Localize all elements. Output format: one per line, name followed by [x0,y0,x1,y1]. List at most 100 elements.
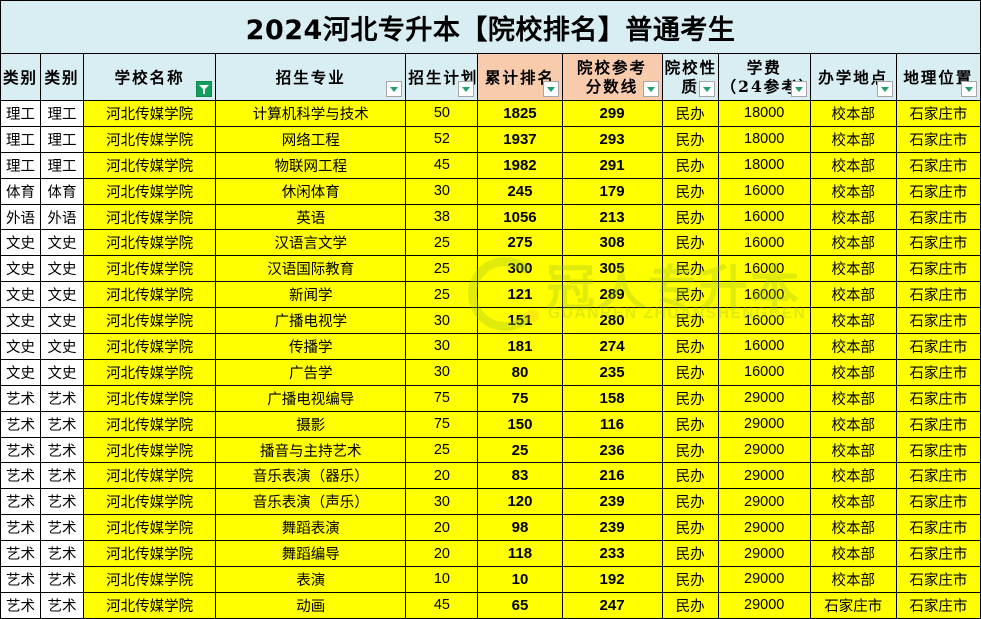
table-row: 文史 文史 河北传媒学院 汉语言文学 25 275 308 民办 16000 校本部 石家庄市 [0,229,981,257]
cell-place: 校本部 [809,488,897,516]
chevron-down-icon[interactable] [961,81,977,97]
cell-score: 289 [561,281,663,309]
cell-geo: 石家庄市 [895,488,981,516]
cell-major: 英语 [215,203,407,231]
cell-geo: 石家庄市 [895,151,981,179]
table-header: 类别 类别 学校名称 招生专业 招生计划 累计排名 [0,53,981,101]
cell-place: 校本部 [809,384,897,412]
cell-geo: 石家庄市 [895,255,981,283]
chevron-down-icon[interactable] [790,81,807,97]
cell-geo: 石家庄市 [895,358,981,386]
cell-fee: 16000 [717,307,811,335]
table-row: 文史 文史 河北传媒学院 汉语国际教育 25 300 305 民办 16000 校本部 石家庄市 [0,255,981,283]
chevron-down-icon[interactable] [542,81,559,97]
chevron-down-icon[interactable] [876,81,893,97]
cell-major: 舞蹈表演 [215,514,407,542]
cell-place: 石家庄市 [809,591,897,619]
cell-category2: 理工 [40,100,85,127]
cell-category2: 外语 [40,203,85,231]
column-header-rank: 累计排名 [477,53,563,101]
column-header-geo: 地理位置 [895,53,981,101]
chevron-down-icon[interactable] [698,81,715,97]
cell-nature: 民办 [661,151,719,179]
column-header-label-line2: 分数线 [585,77,639,96]
cell-fee: 29000 [717,384,811,412]
table-row: 文史 文史 河北传媒学院 新闻学 25 121 289 民办 16000 校本部 石家庄市 [0,281,981,309]
cell-school: 河北传媒学院 [83,307,217,335]
cell-place: 校本部 [809,100,897,127]
cell-plan: 25 [405,255,479,283]
table-row: 文史 文史 河北传媒学院 传播学 30 181 274 民办 16000 校本部 石家庄市 [0,333,981,360]
cell-rank: 121 [477,281,563,309]
cell-major: 动画 [215,591,407,619]
cell-nature: 民办 [661,488,719,516]
cell-geo: 石家庄市 [895,100,981,127]
rankings-table: 类别 类别 学校名称 招生专业 招生计划 累计排名 [0,53,981,619]
table-row: 外语 外语 河北传媒学院 英语 38 1056 213 民办 16000 校本部 石家庄市 [0,203,981,231]
cell-nature: 民办 [661,307,719,335]
cell-major: 网络工程 [215,125,407,153]
cell-major: 摄影 [215,410,407,438]
cell-rank: 1825 [477,100,563,127]
column-header-label: 学校名称 [114,67,185,87]
cell-rank: 300 [477,255,563,283]
chevron-down-icon[interactable] [458,81,475,97]
cell-category2: 文史 [40,307,85,335]
cell-school: 河北传媒学院 [83,229,217,257]
cell-category2: 艺术 [40,488,85,516]
cell-category2: 艺术 [40,462,85,490]
chevron-down-icon[interactable] [386,81,403,97]
cell-score: 274 [561,333,663,360]
cell-school: 河北传媒学院 [83,514,217,542]
cell-rank: 120 [477,488,563,516]
cell-rank: 151 [477,307,563,335]
cell-place: 校本部 [809,307,897,335]
cell-nature: 民办 [661,333,719,360]
cell-school: 河北传媒学院 [83,358,217,386]
column-header-label: 类别 [3,67,39,87]
cell-score: 235 [561,358,663,386]
chevron-down-icon[interactable] [642,81,659,97]
cell-category1: 艺术 [0,384,42,412]
column-header-fee: 学费 （24参考） [717,53,811,101]
cell-major: 音乐表演（器乐） [215,462,407,490]
cell-nature: 民办 [661,358,719,386]
table-row: 艺术 艺术 河北传媒学院 动画 45 65 247 民办 29000 石家庄市 石家庄市 [0,591,981,619]
cell-category1: 文史 [0,358,42,386]
filter-active-icon[interactable] [196,81,213,97]
cell-geo: 石家庄市 [895,384,981,412]
cell-plan: 25 [405,229,479,257]
cell-score: 216 [561,462,663,490]
cell-category2: 文史 [40,358,85,386]
table-row: 艺术 艺术 河北传媒学院 广播电视编导 75 75 158 民办 29000 校本部 石家庄市 [0,384,981,412]
cell-place: 校本部 [809,436,897,464]
cell-category1: 艺术 [0,462,42,490]
cell-category2: 理工 [40,125,85,153]
cell-score: 239 [561,488,663,516]
cell-rank: 275 [477,229,563,257]
cell-school: 河北传媒学院 [83,384,217,412]
cell-geo: 石家庄市 [895,566,981,593]
cell-category2: 文史 [40,229,85,257]
cell-nature: 民办 [661,281,719,309]
cell-plan: 20 [405,462,479,490]
cell-geo: 石家庄市 [895,281,981,309]
column-header-label-line1: 学费 [746,58,782,77]
cell-major: 舞蹈编导 [215,540,407,568]
cell-fee: 29000 [717,410,811,438]
cell-score: 179 [561,177,663,205]
cell-plan: 25 [405,436,479,464]
cell-fee: 29000 [717,591,811,619]
cell-nature: 民办 [661,540,719,568]
cell-place: 校本部 [809,229,897,257]
cell-plan: 30 [405,333,479,360]
cell-category1: 文史 [0,255,42,283]
cell-school: 河北传媒学院 [83,462,217,490]
cell-fee: 29000 [717,462,811,490]
cell-rank: 25 [477,436,563,464]
cell-rank: 181 [477,333,563,360]
cell-major: 广播电视学 [215,307,407,335]
column-header-label-line2: 质 [681,77,699,96]
cell-rank: 98 [477,514,563,542]
column-header-label: 累计排名 [484,67,555,87]
